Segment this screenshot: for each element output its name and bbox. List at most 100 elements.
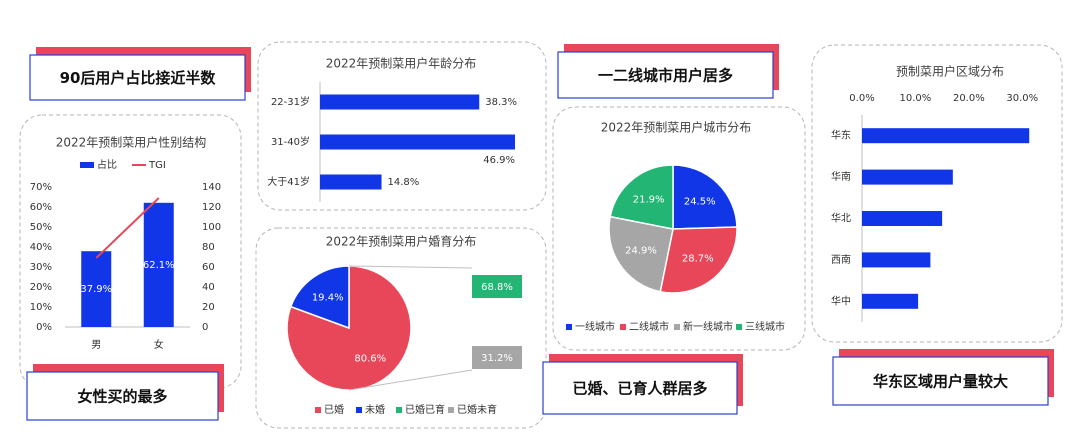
connector [348,369,473,391]
bar [320,94,480,110]
pie-slice [608,215,674,293]
y-tick-label: 60% [30,202,52,213]
legend-swatch [356,407,362,413]
chart-title: 预制菜用户区域分布 [896,64,1004,79]
legend-label: 已婚已育 [405,403,445,416]
y-tick-label: 50% [30,222,52,233]
data-label: 21.9% [633,194,665,205]
legend-swatch [315,407,321,413]
y-tick-label: 30% [30,262,52,273]
callout-box [557,51,774,99]
callout-text: 一二线城市用户居多 [598,67,733,85]
data-label: 37.9% [80,284,112,295]
y2-tick-label: 80 [202,242,215,253]
callout-box [29,54,246,101]
y2-tick-label: 140 [202,182,221,193]
legend-label: 新一线城市 [683,320,733,333]
data-label: 24.9% [625,245,657,256]
x-tick-label: 20.0% [953,93,985,104]
chart-title: 2022年预制菜用户年龄分布 [326,56,477,71]
data-label: 80.6% [354,354,386,365]
callout-text: 女性买的最多 [77,388,167,406]
legend-swatch [448,407,454,413]
y2-tick-label: 0 [202,322,208,333]
bar [143,202,174,327]
legend-label: 三线城市 [745,320,785,333]
y-tick-label: 华南 [831,170,851,183]
panel [811,44,1063,343]
legend-label: TGI [148,160,166,171]
y-tick-label: 0% [36,322,52,333]
legend-swatch [396,407,402,413]
sub-bar [472,275,522,298]
legend-swatch [80,162,94,168]
legend-swatch [674,324,680,330]
bar [81,251,112,327]
line [95,197,160,259]
data-label: 38.3% [485,97,517,108]
pie-slice [659,226,738,294]
bar [320,134,515,150]
connector [348,265,473,269]
x-tick-label: 男 [91,339,101,351]
chart-title: 2022年预制菜用户婚育分布 [326,234,477,249]
x-tick-label: 30.0% [1006,93,1038,104]
callout-box [26,371,219,421]
y-tick-label: 大于41岁 [267,175,310,188]
y-tick-label: 西南 [831,253,851,266]
bar [320,174,382,190]
bar [862,211,943,226]
legend-label: 已婚未育 [457,403,497,416]
data-label: 19.4% [312,292,344,303]
data-label: 24.5% [684,196,716,207]
y-tick-label: 70% [30,182,52,193]
callout-text: 90后用户占比接近半数 [60,69,217,87]
data-label: 62.1% [143,260,175,271]
chart-title: 2022年预制菜用户城市分布 [601,120,752,135]
y2-tick-label: 40 [202,282,215,293]
y-tick-label: 40% [30,242,52,253]
y2-tick-label: 120 [202,202,221,213]
legend-swatch [736,324,742,330]
bar [862,293,919,309]
pie-slice [609,164,674,230]
legend-label: 占比 [97,158,117,171]
callout-box [542,361,738,415]
bar [862,169,953,185]
data-label: 31.2% [481,353,513,364]
panel [257,41,547,211]
callout-text: 已婚、已育人群居多 [572,380,707,398]
bar [862,128,1030,144]
data-label: 46.9% [483,155,515,166]
data-label: 28.7% [682,253,714,264]
x-tick-label: 10.0% [900,93,932,104]
y-tick-label: 20% [30,282,52,293]
callout-text: 华东区域用户量较大 [873,373,1008,391]
legend-swatch [620,324,626,330]
data-label: 14.8% [388,177,420,188]
pie-slice [289,265,350,330]
x-tick-label: 0.0% [849,93,874,104]
y2-tick-label: 60 [202,262,215,273]
legend-label: 未婚 [365,403,385,416]
x-tick-label: 女 [154,338,164,351]
callout-box [832,356,1049,406]
y-tick-label: 10% [30,302,52,313]
y-tick-label: 华北 [831,212,851,225]
pie-slice [672,164,738,230]
y-tick-label: 22-31岁 [271,95,310,108]
legend-label: 二线城市 [629,320,669,333]
legend-label: 已婚 [324,403,344,416]
y-tick-label: 华中 [831,294,851,307]
y2-tick-label: 20 [202,302,215,313]
y2-tick-label: 100 [202,222,221,233]
legend-label: 一线城市 [575,320,615,333]
data-label: 68.8% [481,282,513,293]
y-tick-label: 31-40岁 [271,135,310,148]
sub-bar [472,346,522,369]
legend-swatch [566,324,572,330]
y-tick-label: 华东 [831,129,851,142]
chart-title: 2022年预制菜用户性别结构 [56,135,207,150]
bar [862,252,931,268]
